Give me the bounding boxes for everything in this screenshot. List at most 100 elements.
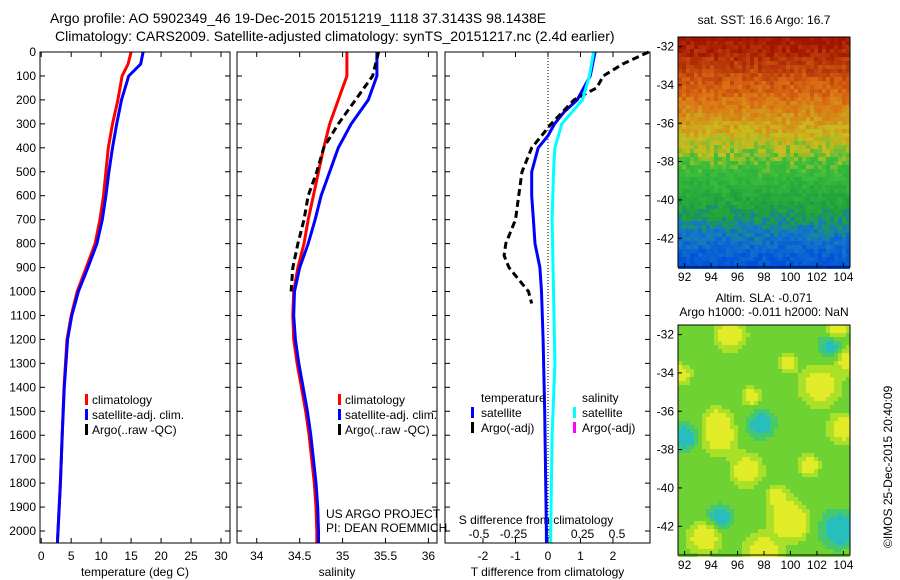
map-cell <box>830 113 834 117</box>
map-cell <box>714 329 718 333</box>
map-cell <box>686 65 690 69</box>
map-cell <box>846 445 850 449</box>
map-cell <box>758 405 762 409</box>
map-cell <box>778 485 782 489</box>
map-cell <box>838 153 842 157</box>
map-cell <box>714 49 718 53</box>
map-cell <box>826 517 830 521</box>
map-cell <box>770 389 774 393</box>
map-cell <box>750 205 754 209</box>
map-cell <box>774 361 778 365</box>
map-cell <box>710 425 714 429</box>
map-cell <box>694 165 698 169</box>
y-tick-label: 700 <box>16 213 36 227</box>
map-cell <box>682 421 686 425</box>
map-cell <box>798 189 802 193</box>
map-cell <box>690 45 694 49</box>
map-cell <box>774 205 778 209</box>
map-cell <box>774 109 778 113</box>
map-cell <box>802 337 806 341</box>
map-cell <box>726 397 730 401</box>
map-cell <box>802 385 806 389</box>
map-cell <box>686 357 690 361</box>
map-cell <box>778 45 782 49</box>
map-cell <box>822 337 826 341</box>
map-cell <box>690 165 694 169</box>
map-cell <box>766 421 770 425</box>
map-cell <box>762 245 766 249</box>
map-cell <box>806 345 810 349</box>
map-cell <box>778 85 782 89</box>
map-cell <box>746 337 750 341</box>
map-cell <box>802 97 806 101</box>
map-cell <box>794 341 798 345</box>
map-cell <box>698 473 702 477</box>
map-cell <box>774 529 778 533</box>
map-cell <box>782 441 786 445</box>
map-cell <box>730 233 734 237</box>
map-cell <box>750 501 754 505</box>
map-cell <box>758 329 762 333</box>
map-cell <box>778 445 782 449</box>
map-cell <box>778 57 782 61</box>
map-cell <box>778 369 782 373</box>
map-cell <box>834 173 838 177</box>
map-cell <box>686 125 690 129</box>
map-cell <box>822 425 826 429</box>
map-cell <box>714 57 718 61</box>
map-cell <box>702 45 706 49</box>
map-cell <box>826 109 830 113</box>
map-cell <box>714 385 718 389</box>
map-cell <box>718 349 722 353</box>
map-cell <box>766 49 770 53</box>
map-cell <box>694 253 698 257</box>
map-cell <box>814 325 818 329</box>
map-cell <box>766 117 770 121</box>
map-cell <box>730 405 734 409</box>
map-cell <box>718 393 722 397</box>
map-cell <box>690 461 694 465</box>
map-cell <box>778 109 782 113</box>
map-cell <box>742 93 746 97</box>
map-cell <box>698 401 702 405</box>
map-cell <box>830 49 834 53</box>
map-cell <box>746 121 750 125</box>
map-cell <box>830 213 834 217</box>
map-cell <box>754 189 758 193</box>
map-cell <box>730 161 734 165</box>
map-cell <box>682 117 686 121</box>
map-cell <box>694 373 698 377</box>
map-cell <box>678 49 682 53</box>
map-cell <box>834 97 838 101</box>
map-cell <box>782 37 786 41</box>
map-cell <box>794 209 798 213</box>
map-cell <box>706 325 710 329</box>
map-cell <box>718 73 722 77</box>
map-cell <box>774 377 778 381</box>
map-cell <box>750 461 754 465</box>
map-cell <box>690 397 694 401</box>
map-cell <box>734 421 738 425</box>
map-cell <box>758 197 762 201</box>
map-cell <box>710 41 714 45</box>
map-cell <box>810 57 814 61</box>
y-tick-label: 400 <box>16 141 36 155</box>
map-cell <box>834 369 838 373</box>
map-cell <box>762 365 766 369</box>
map-cell <box>706 445 710 449</box>
map-cell <box>766 181 770 185</box>
map-cell <box>778 497 782 501</box>
map-cell <box>722 449 726 453</box>
map-cell <box>770 205 774 209</box>
map-cell <box>738 137 742 141</box>
map-cell <box>742 165 746 169</box>
map-cell <box>786 205 790 209</box>
map-cell <box>770 521 774 525</box>
map-cell <box>714 77 718 81</box>
map-cell <box>678 53 682 57</box>
map-cell <box>738 445 742 449</box>
map-cell <box>734 45 738 49</box>
map-cell <box>754 429 758 433</box>
map-cell <box>782 161 786 165</box>
map-cell <box>766 89 770 93</box>
